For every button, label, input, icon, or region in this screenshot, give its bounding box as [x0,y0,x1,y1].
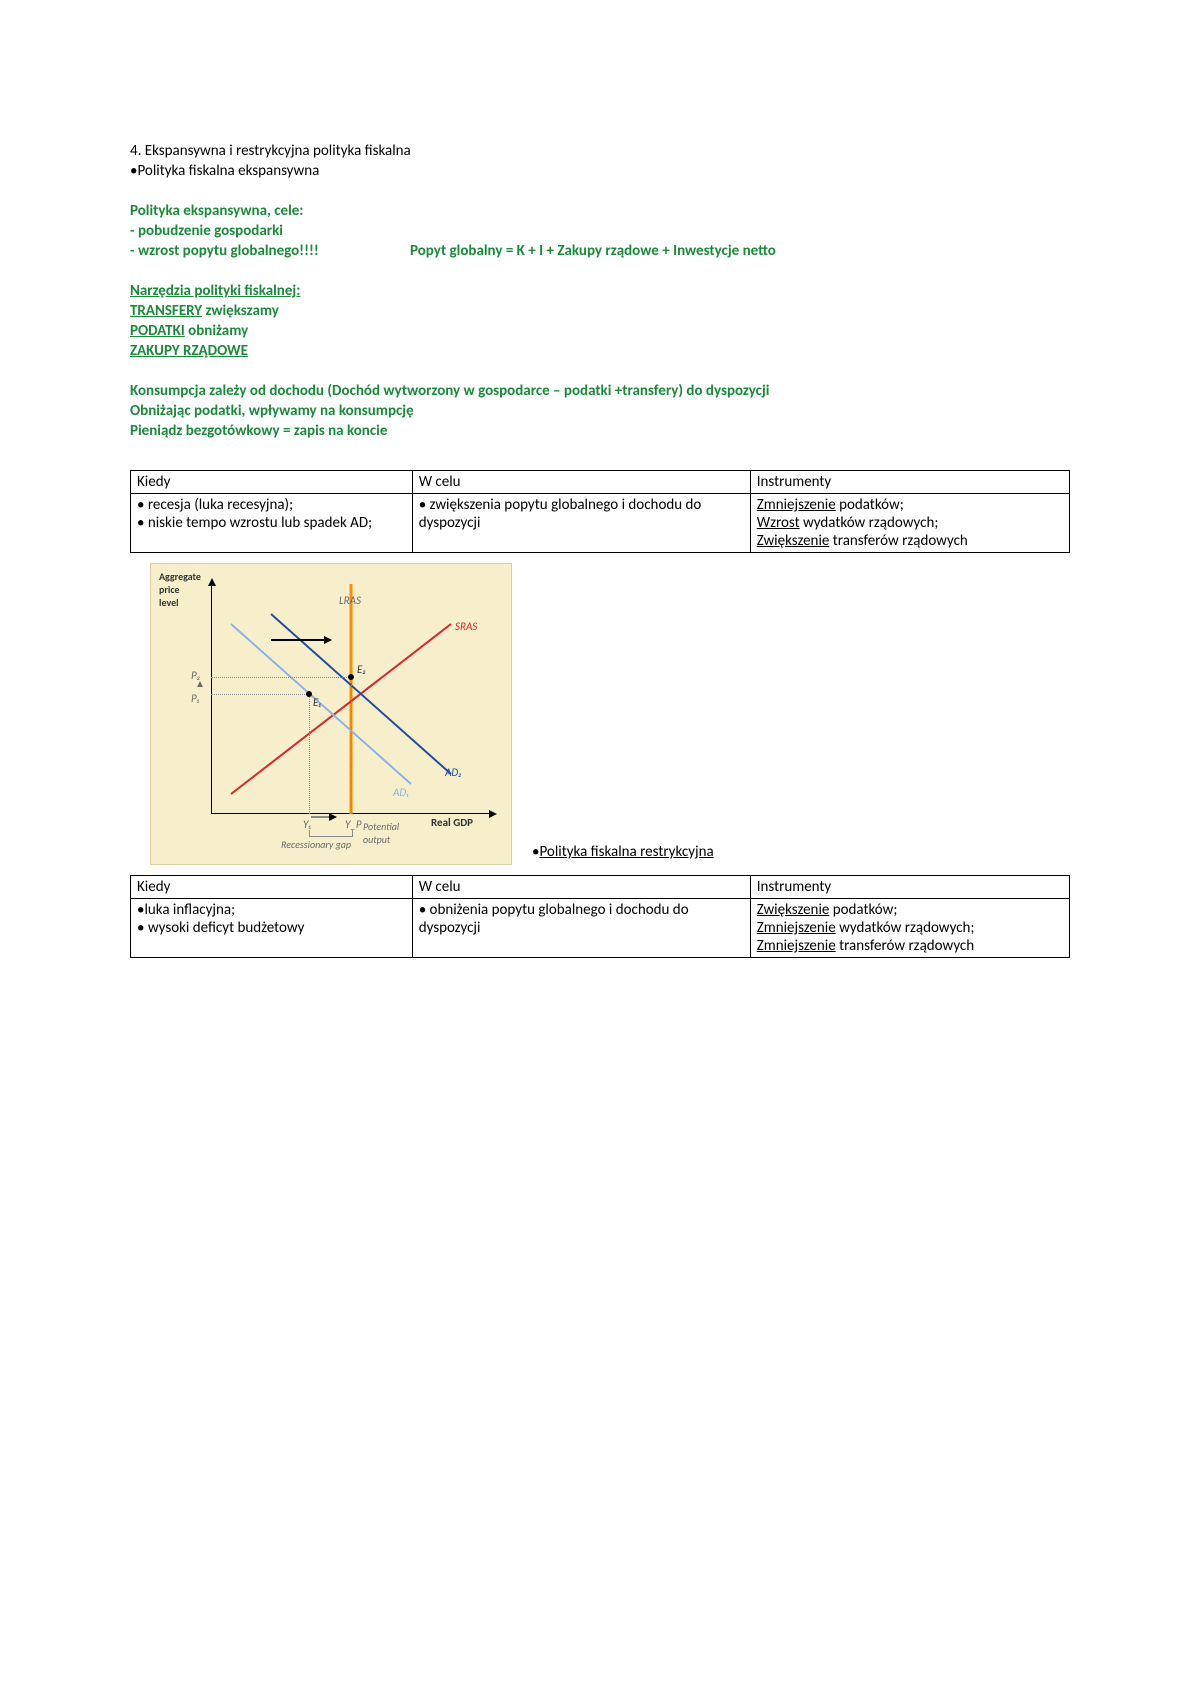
chart-guideline [309,694,310,814]
exp-title: Polityka ekspansywna, cele: [130,202,1070,220]
chart-row: AggregatepricelevelLRASSRASAD₁AD₂E₁E₂P₂P… [150,563,1070,865]
th2-wcelu: W celu [412,876,750,899]
exp-c1: - pobudzenie gospodarki [130,222,1070,240]
restrictive-caption-text: Polityka fiskalna restrykcyjna [539,843,713,861]
chart-label: AD₁ [393,786,409,799]
tools-t2b: obniżamy [185,322,248,340]
t1-c3: Zmniejszenie podatków;Wzrost wydatków rz… [750,494,1069,553]
restrictive-caption: •Polityka fiskalna restrykcyjna [532,843,714,865]
tools-title: Narzędzia polityki fiskalnej: [130,282,1070,300]
t2-c2: • obniżenia popytu globalnego i dochodu … [412,899,750,958]
chart-label: SRAS [455,620,477,633]
tools-t1b: zwiększamy [202,302,279,320]
th-instrumenty: Instrumenty [750,471,1069,494]
chart-label: P₁ [191,692,199,705]
chart-guideline [351,677,352,814]
up-arrow-icon [197,681,203,687]
t2-c1: •luka inflacyjna;• wysoki deficyt budżet… [131,899,413,958]
th-kiedy: Kiedy [131,471,413,494]
note-2: Obniżając podatki, wpływamy na konsumpcj… [130,402,1070,420]
chart-point [306,691,312,697]
heading-line: 4. Ekspansywna i restrykcyjna polityka f… [130,142,1070,160]
shift-arrow [271,639,326,641]
chart-label: Aggregatepricelevel [159,570,201,609]
gap-bracket [309,830,353,837]
tools-t2a: PODATKI [130,322,185,340]
t2-c3: Zwiększenie podatków;Zmniejszenie wydatk… [750,899,1069,958]
y-axis [211,584,212,814]
tools-t3: ZAKUPY RZĄDOWE [130,342,1070,360]
chart-label: E₁ [313,696,321,709]
tools-t2: PODATKI obniżamy [130,322,1070,340]
chart-point [348,674,354,680]
th2-instrumenty: Instrumenty [750,876,1069,899]
th-wcelu: W celu [412,471,750,494]
table-restrictive: Kiedy W celu Instrumenty •luka inflacyjn… [130,875,1070,958]
chart-label: Real GDP [431,816,473,829]
subheading-1: •Polityka fiskalna ekspansywna [130,162,1070,180]
tools-t1: TRANSFERY zwiększamy [130,302,1070,320]
chart-label: LRAS [339,594,361,607]
chart-guideline [211,694,309,695]
chart-label: Recessionary gap [281,838,351,851]
chart-label: Potentialoutput [363,820,399,846]
th2-kiedy: Kiedy [131,876,413,899]
exp-c2: - wzrost popytu globalnego!!!! [130,242,410,260]
axis-arrow [311,816,331,818]
table-row: •luka inflacyjna;• wysoki deficyt budżet… [131,899,1070,958]
t1-c2: • zwiększenia popytu globalnego i dochod… [412,494,750,553]
tools-t1a: TRANSFERY [130,302,202,320]
table-row: Kiedy W celu Instrumenty [131,876,1070,899]
note-3: Pieniądz bezgotówkowy = zapis na koncie [130,422,1070,440]
t1-c1: • recesja (luka recesyjna);• niskie temp… [131,494,413,553]
ad-as-chart: AggregatepricelevelLRASSRASAD₁AD₂E₁E₂P₂P… [150,563,512,865]
chart-label: AD₂ [445,766,462,779]
table-row: Kiedy W celu Instrumenty [131,471,1070,494]
chart-label: E₂ [357,663,366,676]
note-1: Konsumpcja zależy od dochodu (Dochód wyt… [130,382,1070,400]
document-page: 4. Ekspansywna i restrykcyjna polityka f… [0,0,1200,1068]
chart-guideline [211,677,351,678]
table-row: • recesja (luka recesyjna);• niskie temp… [131,494,1070,553]
table-expansionary: Kiedy W celu Instrumenty • recesja (luka… [130,470,1070,553]
exp-formula: Popyt globalny = K + I + Zakupy rządowe … [410,242,776,260]
